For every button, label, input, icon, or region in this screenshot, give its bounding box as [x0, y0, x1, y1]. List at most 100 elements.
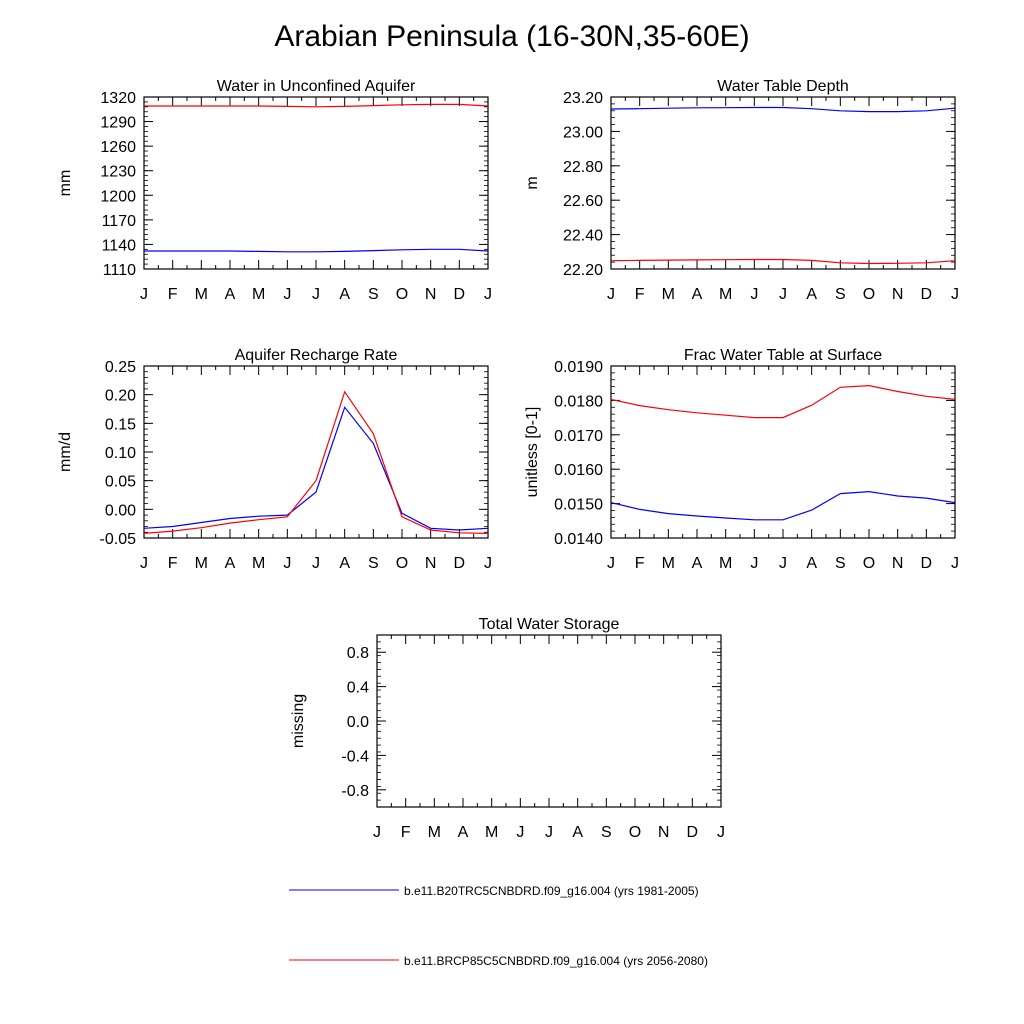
x-tick-label: F [168, 286, 178, 303]
y-tick-label: 0.4 [347, 680, 369, 697]
y-tick-label: 0.0 [347, 714, 369, 731]
y-tick-label: -0.4 [341, 748, 369, 765]
x-tick-label: S [835, 286, 846, 303]
x-tick-label: J [750, 286, 758, 303]
x-tick-label: A [806, 555, 817, 572]
y-axis-label: mm [57, 170, 74, 197]
y-axis-label: mm/d [57, 432, 74, 472]
x-tick-label: N [658, 824, 670, 841]
y-tick-label: -0.05 [100, 531, 137, 548]
x-tick-label: J [516, 824, 524, 841]
y-tick-label: 1320 [100, 90, 136, 107]
x-tick-label: J [484, 555, 492, 572]
x-tick-label: O [863, 555, 875, 572]
x-tick-label: A [339, 555, 350, 572]
x-tick-label: A [692, 286, 703, 303]
y-tick-label: 1200 [100, 188, 136, 205]
x-tick-label: J [484, 286, 492, 303]
panel-frac: Frac Water Table at Surface unitless [0-1… [524, 347, 959, 572]
x-tick-label: J [283, 286, 291, 303]
x-tick-label: D [921, 555, 933, 572]
y-tick-label: 22.40 [563, 228, 603, 245]
x-tick-label: D [921, 286, 933, 303]
x-tick-label: S [601, 824, 612, 841]
series-line-2 [144, 103, 489, 108]
y-tick-label: 0.0150 [554, 497, 603, 514]
x-tick-label: A [806, 286, 817, 303]
y-tick-label: 1140 [102, 237, 137, 254]
x-tick-label: M [428, 824, 441, 841]
x-tick-label: J [312, 555, 320, 572]
x-tick-label: J [545, 824, 553, 841]
x-tick-label: J [750, 555, 758, 572]
y-tick-label: 1110 [103, 262, 136, 279]
series-line-1 [610, 106, 956, 113]
x-tick-label: J [779, 286, 787, 303]
panel-title: Frac Water Table at Surface [684, 347, 882, 364]
x-tick-label: M [719, 555, 732, 572]
y-tick-label: 0.25 [105, 359, 136, 376]
y-tick-label: 0.05 [105, 474, 136, 491]
x-tick-label: S [835, 555, 846, 572]
x-tick-label: J [607, 286, 615, 303]
x-tick-label: M [662, 286, 675, 303]
x-tick-label: F [401, 824, 411, 841]
x-tick-label: J [283, 555, 291, 572]
x-tick-label: M [195, 286, 208, 303]
legend-entry-1: b.e11.B20TRC5CNBDRD.f09_g16.004 (yrs 198… [289, 884, 699, 898]
x-tick-label: M [195, 555, 208, 572]
figure-title: Arabian Peninsula (16-30N,35-60E) [274, 20, 750, 53]
x-tick-label: N [892, 555, 904, 572]
y-tick-label: 0.0190 [554, 359, 603, 376]
y-tick-label: 23.00 [563, 124, 603, 141]
legend-entry-2: b.e11.BRCP85C5CNBDRD.f09_g16.004 (yrs 20… [289, 954, 708, 968]
y-tick-label: 1260 [100, 139, 136, 156]
x-tick-label: N [425, 555, 437, 572]
plot-frame [610, 96, 956, 270]
plot-frame [143, 96, 489, 270]
legend-label: b.e11.BRCP85C5CNBDRD.f09_g16.004 (yrs 20… [404, 954, 708, 968]
y-tick-label: 0.15 [105, 416, 136, 433]
x-tick-label: M [662, 555, 675, 572]
y-tick-label: 0.20 [105, 388, 136, 405]
x-tick-label: N [892, 286, 904, 303]
x-tick-label: D [454, 286, 466, 303]
x-tick-label: J [140, 555, 148, 572]
panel-title: Aquifer Recharge Rate [235, 347, 398, 364]
x-tick-label: A [225, 286, 236, 303]
y-tick-label: 23.20 [563, 90, 603, 107]
y-tick-label: 22.20 [563, 262, 603, 279]
y-axis-label: unitless [0-1] [524, 407, 541, 498]
panel-title: Water in Unconfined Aquifer [217, 78, 416, 95]
series-line-1 [610, 490, 956, 521]
plot-frame [376, 634, 722, 808]
legend-label: b.e11.B20TRC5CNBDRD.f09_g16.004 (yrs 198… [404, 884, 699, 898]
x-tick-label: M [252, 286, 265, 303]
x-tick-label: M [252, 555, 265, 572]
x-tick-label: O [629, 824, 641, 841]
x-tick-label: J [951, 286, 959, 303]
x-tick-label: J [140, 286, 148, 303]
x-tick-label: J [607, 555, 615, 572]
series-line-2 [143, 390, 489, 534]
y-tick-label: 0.0180 [554, 393, 603, 410]
panel-title: Water Table Depth [717, 78, 849, 95]
x-tick-label: M [719, 286, 732, 303]
x-tick-label: F [168, 555, 178, 572]
x-tick-label: O [863, 286, 875, 303]
x-tick-label: D [454, 555, 466, 572]
x-tick-label: M [485, 824, 498, 841]
panel-title: Total Water Storage [479, 616, 620, 633]
series-line-1 [143, 406, 489, 531]
x-tick-label: J [717, 824, 725, 841]
y-tick-label: 0.0170 [554, 428, 603, 445]
y-tick-label: 22.80 [563, 159, 603, 176]
y-tick-label: 1290 [100, 115, 136, 132]
x-tick-label: J [779, 555, 787, 572]
plot-frame [143, 365, 489, 539]
x-tick-label: S [368, 286, 379, 303]
